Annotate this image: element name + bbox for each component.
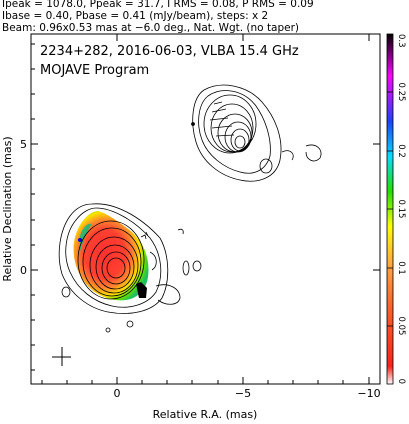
colorbar: 0 0.05 0.1 0.15 0.2 0.25 0.3 (386, 33, 406, 385)
colorbar-tick-label: 0.25 (396, 83, 406, 102)
colorbar-tick-label: 0.3 (396, 34, 406, 48)
stats-line-2: Ibase = 0.40, Pbase = 0.41 (mJy/beam), s… (2, 10, 269, 22)
stats-line-1: Ipeak = 1078.0, Ppeak = 31.7, I RMS = 0.… (2, 0, 314, 10)
jet-knot-contours (191, 84, 322, 182)
map-content (52, 84, 322, 366)
x-axis-label: Relative R.A. (mas) (153, 408, 258, 421)
x-tick-label: −10 (357, 387, 380, 400)
axis-ticks (31, 34, 380, 384)
beam-line: Beam: 0.96x0.53 mas at −6.0 deg., Nat. W… (2, 22, 300, 34)
plot-frame (30, 33, 381, 385)
colorbar-tick-label: 0.15 (396, 200, 406, 219)
colorbar-tick-label: 0.2 (396, 144, 406, 158)
x-tick-label: 0 (114, 387, 121, 400)
y-axis-label: Relative Declination (mas) (1, 136, 14, 281)
beam-marker (52, 347, 71, 366)
plot-subtitle: MOJAVE Program (40, 63, 149, 78)
plot-title: 2234+282, 2016-06-03, VLBA 15.4 GHz (40, 44, 299, 59)
core-contours (58, 203, 202, 333)
colorbar-tick-label: 0.1 (396, 261, 406, 275)
colorbar-tick-label: 0.05 (396, 317, 406, 336)
x-tick-label: −5 (235, 387, 251, 400)
y-tick-label: 0 (20, 264, 27, 277)
y-tick-label: 5 (20, 138, 27, 151)
colorbar-tick-label: 0 (396, 379, 406, 384)
